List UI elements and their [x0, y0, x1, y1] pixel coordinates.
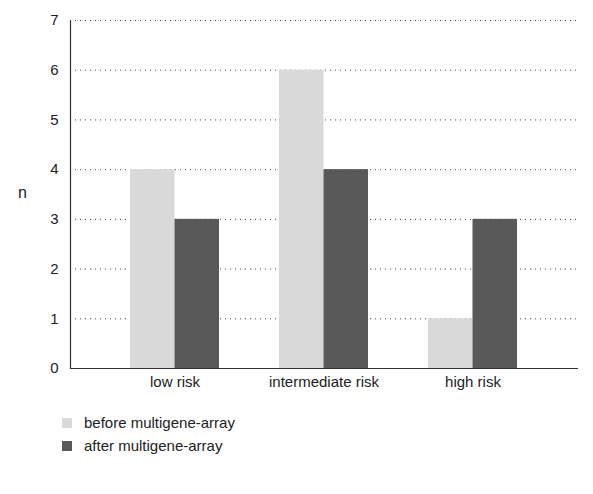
- svg-text:6: 6: [50, 61, 58, 78]
- html-text:after multigene-array: after multigene-array: [84, 437, 223, 454]
- svg-text:1: 1: [50, 310, 58, 327]
- svg-text:intermediate risk: intermediate risk: [269, 373, 380, 390]
- svg-text:7: 7: [50, 11, 58, 28]
- html-text:n: n: [18, 184, 27, 201]
- svg-text:high risk: high risk: [445, 373, 501, 390]
- svg-text:0: 0: [50, 359, 58, 376]
- svg-text:2: 2: [50, 260, 58, 277]
- svg-text:4: 4: [50, 160, 58, 177]
- html-text:before multigene-array: before multigene-array: [84, 414, 235, 431]
- svg-text:5: 5: [50, 111, 58, 128]
- svg-text:low risk: low risk: [150, 373, 201, 390]
- svg-text:3: 3: [50, 210, 58, 227]
